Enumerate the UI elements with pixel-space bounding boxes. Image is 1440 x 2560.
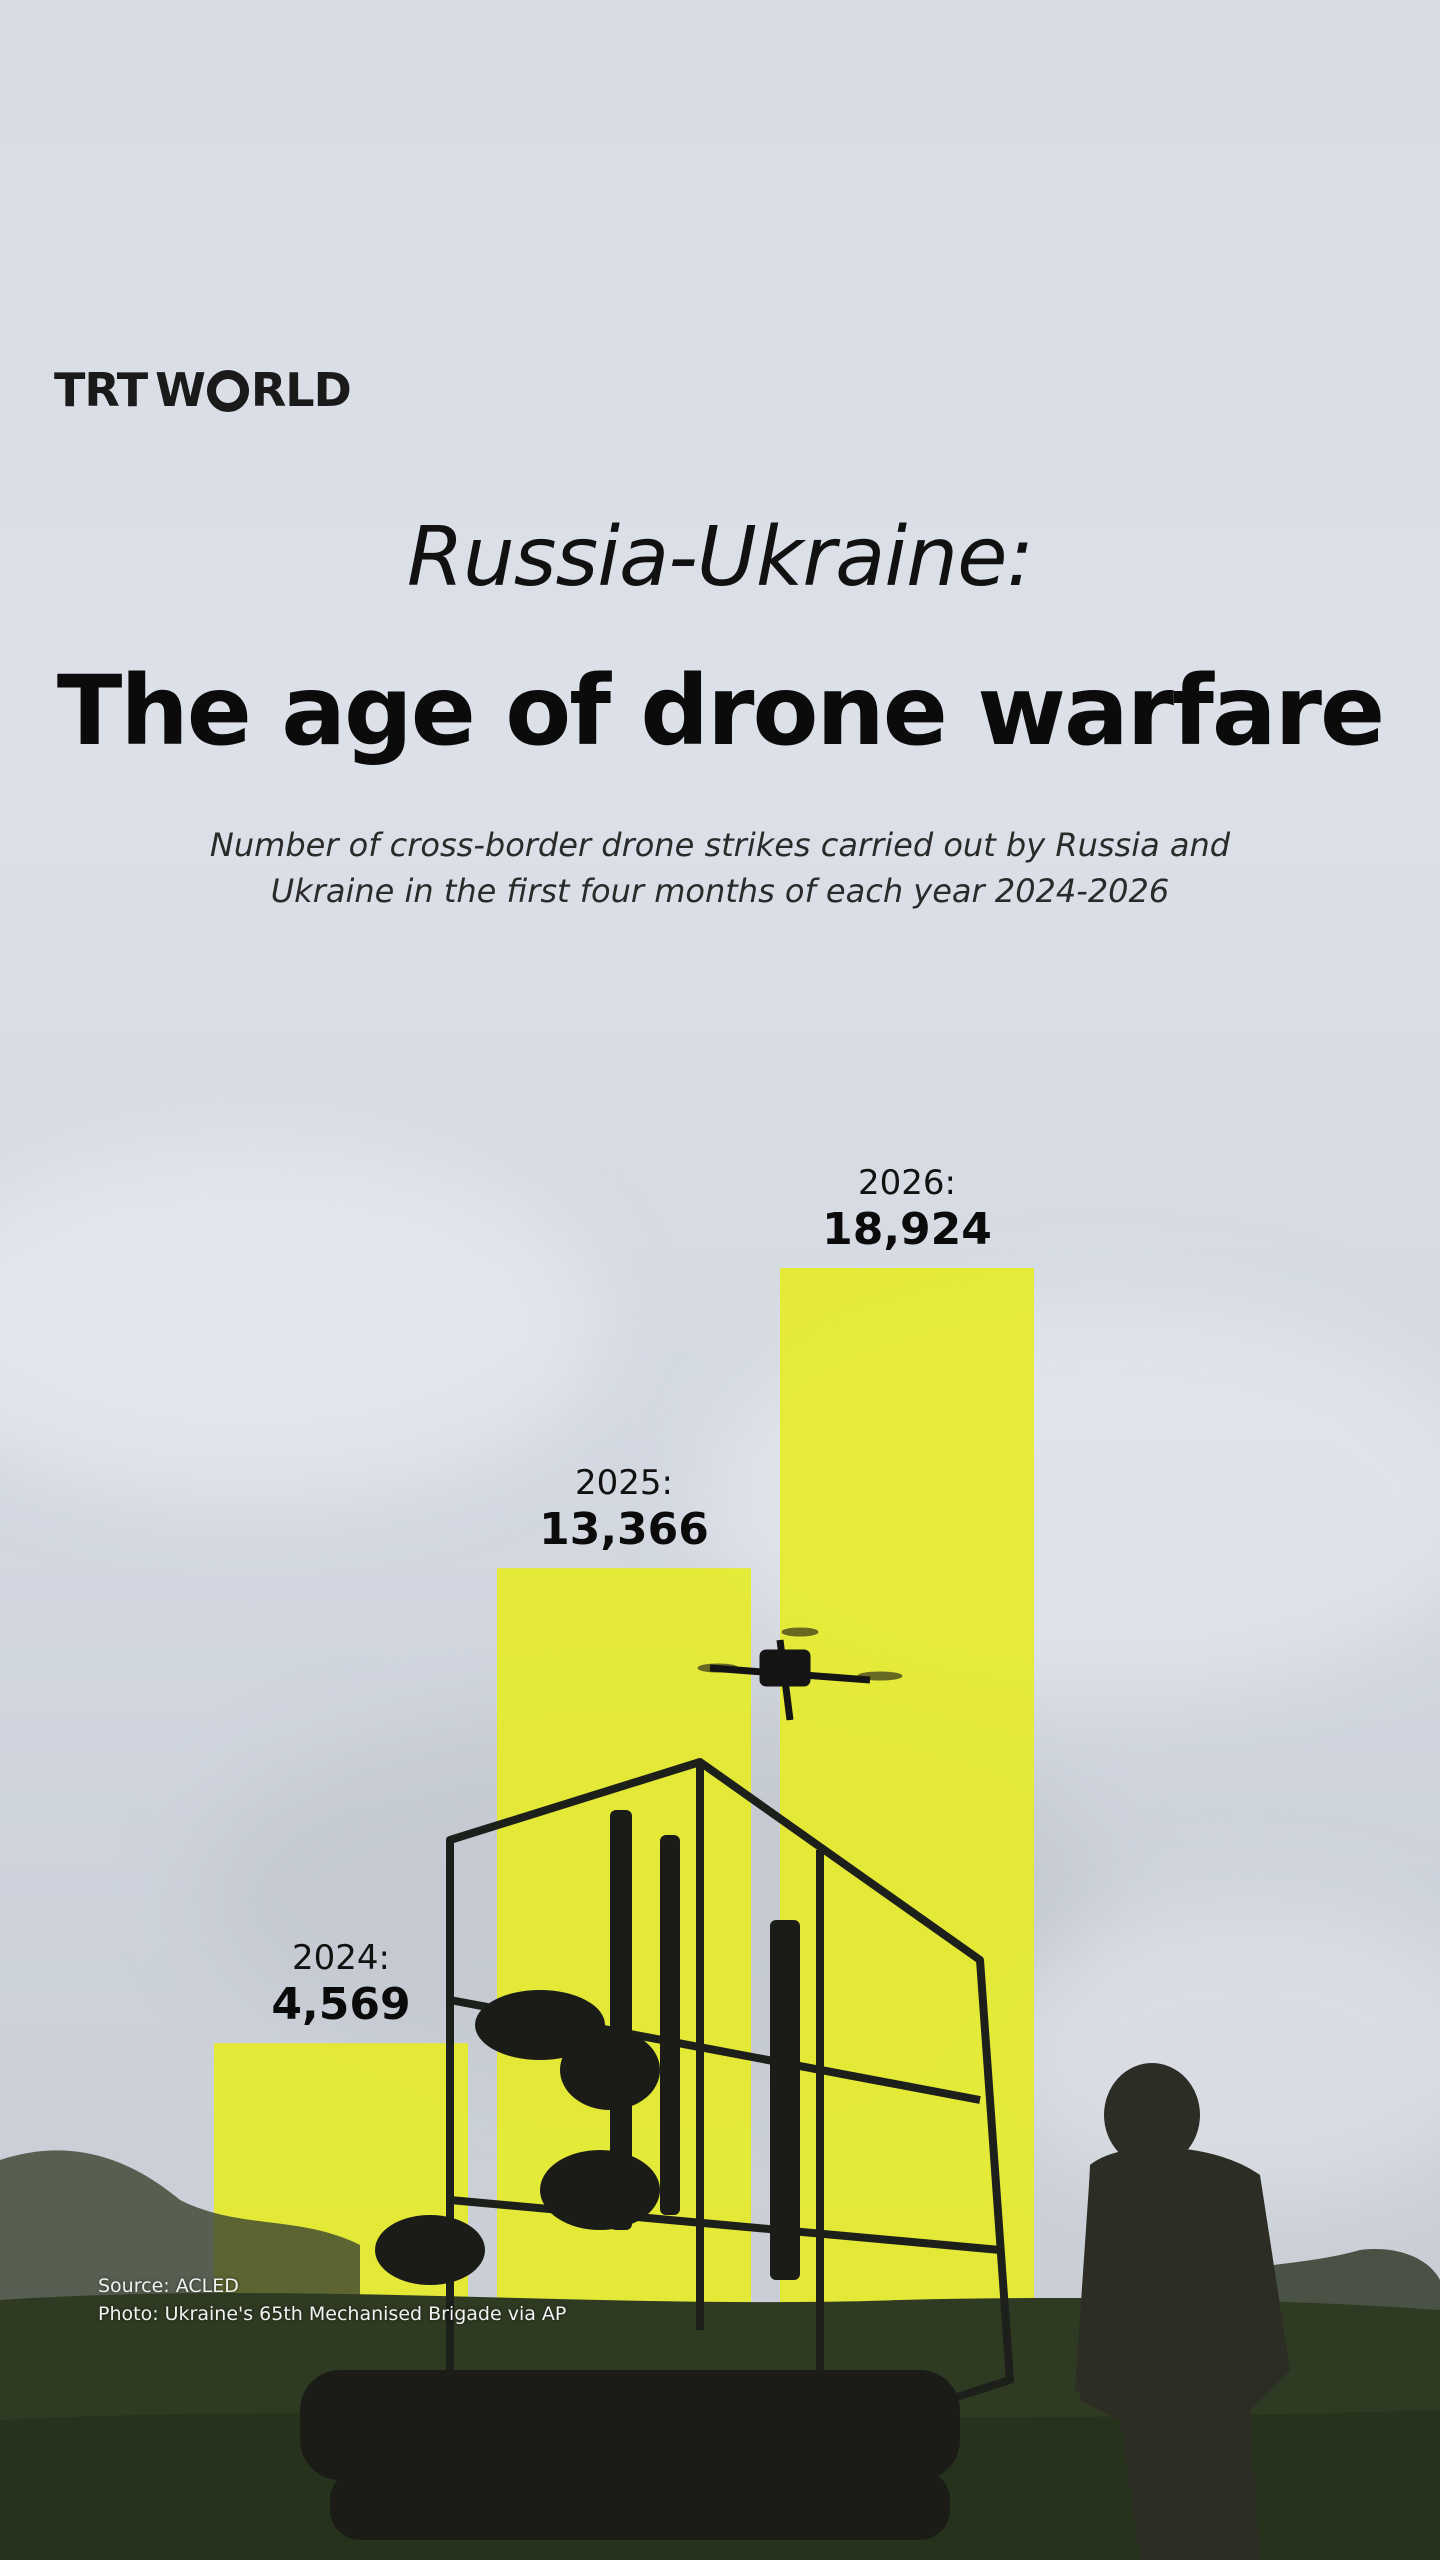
- photo-credit: Photo: Ukraine's 65th Mechanised Brigade…: [98, 2303, 567, 2325]
- logo-ring-icon: [206, 370, 249, 412]
- category-label: 2026:: [858, 1163, 956, 1203]
- robot-body-silhouette: [300, 1810, 960, 2540]
- cloud-shape: [0, 1150, 600, 1500]
- data-label: 4,569: [271, 1979, 410, 2030]
- drone-silhouette: [697, 1627, 903, 1721]
- category-label: 2025:: [575, 1463, 673, 1503]
- labels-layer: 2024:4,569 2025:13,366 2026:18,924: [271, 1163, 991, 2030]
- source-credit: Source: ACLED: [98, 2275, 239, 2297]
- photo-scene: [0, 1627, 1440, 2560]
- page-title: The age of drone warfare: [56, 655, 1385, 767]
- brand-logo: TRT W RLD: [54, 360, 352, 420]
- logo-text-right: RLD: [250, 363, 352, 417]
- data-label: 18,924: [822, 1204, 992, 1255]
- credits: Source: ACLED Photo: Ukraine's 65th Mech…: [98, 2272, 566, 2328]
- soldier-silhouette: [1075, 2063, 1290, 2560]
- cloud-shape: [1000, 1900, 1440, 2200]
- chart-subtitle: Number of cross-border drone strikes car…: [209, 826, 1231, 910]
- data-label: 13,366: [539, 1504, 709, 1555]
- kicker-title: Russia-Ukraine:: [406, 510, 1034, 605]
- category-label: 2024:: [292, 1938, 390, 1978]
- logo-text-w: W: [155, 363, 206, 417]
- logo-text-left: TRT: [54, 363, 148, 417]
